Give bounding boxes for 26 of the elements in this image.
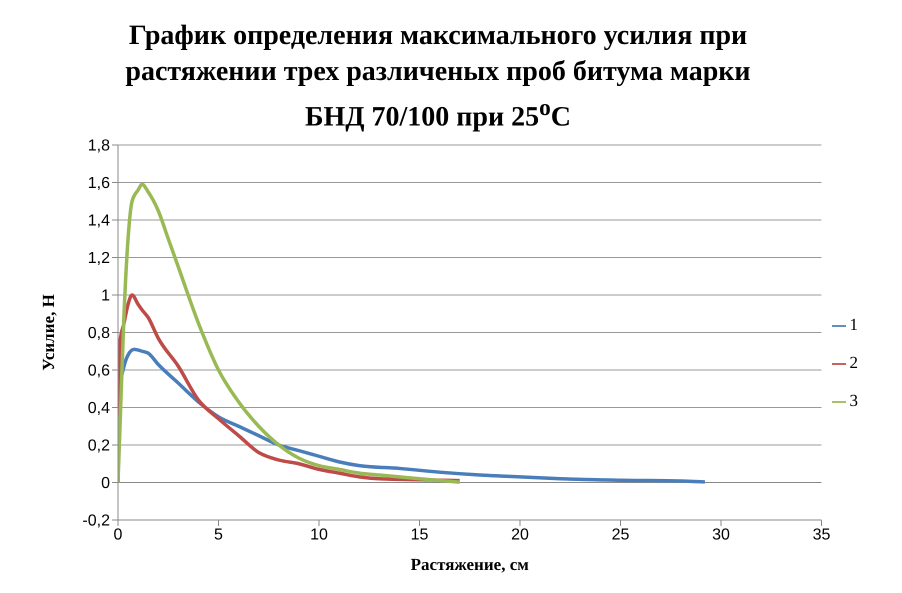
y-tick-label: 0 bbox=[101, 476, 110, 493]
y-tick-label: 0,4 bbox=[88, 400, 110, 418]
legend-label: 2 bbox=[850, 352, 858, 372]
x-tick-label: 20 bbox=[511, 526, 529, 544]
y-tick-label: 1,6 bbox=[88, 176, 110, 193]
chart-title: График определения максимального усилия при растяжении трех различеных проб битума марки БНД 70/100 при 25$^{о}$С bbox=[124, 19, 752, 134]
x-tick-label: 25 bbox=[612, 526, 630, 544]
x-tick-label: 5 bbox=[214, 526, 224, 544]
x-tick-label: 10 bbox=[310, 526, 328, 544]
y-axis-title: Усилие, Н bbox=[39, 294, 58, 372]
y-tick-label: 1,2 bbox=[88, 250, 110, 268]
y-tick-label: 0,6 bbox=[88, 363, 110, 380]
y-tick-label: 1,8 bbox=[88, 138, 110, 156]
y-tick-label: 1,4 bbox=[88, 213, 110, 230]
x-tick-label: 30 bbox=[712, 526, 730, 544]
y-tick-label: 0,8 bbox=[88, 326, 110, 343]
x-tick-label: 15 bbox=[410, 526, 428, 544]
y-tick-label: 1 bbox=[101, 288, 110, 306]
x-axis-title: Растяжение, см bbox=[410, 555, 530, 574]
legend-label: 3 bbox=[850, 390, 858, 410]
y-tick-label: -0,2 bbox=[82, 513, 110, 530]
x-tick-label: 0 bbox=[114, 526, 123, 544]
legend-label: 1 bbox=[850, 314, 858, 334]
y-tick-label: 0,2 bbox=[88, 438, 110, 456]
x-tick-label: 35 bbox=[812, 526, 830, 544]
line-series bbox=[118, 182, 462, 485]
